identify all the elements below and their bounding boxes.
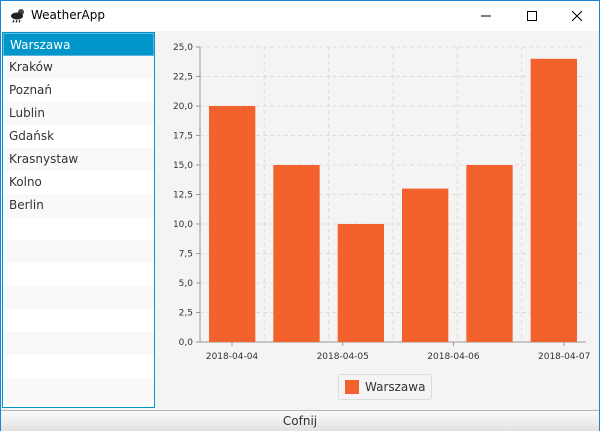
legend-label: Warszawa bbox=[365, 380, 426, 394]
y-tick-label: 25,0 bbox=[173, 43, 193, 53]
legend-swatch bbox=[345, 380, 359, 394]
empty-list-row bbox=[3, 309, 154, 332]
y-tick-label: 17,5 bbox=[173, 132, 193, 142]
maximize-button[interactable] bbox=[509, 1, 554, 31]
y-tick-label: 2,5 bbox=[179, 309, 193, 319]
y-tick-label: 15,0 bbox=[173, 161, 193, 171]
city-list-item[interactable]: Berlin bbox=[3, 194, 154, 217]
empty-list-row bbox=[3, 217, 154, 240]
title-bar: WeatherApp bbox=[1, 1, 599, 31]
temperature-chart: 0,0 2,5 5,0 7,5 10,0 12,5 15,0 17,5 20,0 22,5 25,0… bbox=[156, 32, 599, 408]
bar bbox=[402, 188, 449, 342]
city-list-item[interactable]: Kolno bbox=[9, 175, 42, 189]
y-tick-label: 20,0 bbox=[173, 102, 193, 112]
empty-list-row bbox=[3, 240, 154, 263]
city-list-item[interactable]: Kraków bbox=[3, 56, 154, 79]
city-list-item[interactable]: Krasnystaw bbox=[3, 148, 154, 171]
empty-list-row bbox=[3, 263, 154, 286]
x-tick-label: 2018-04-06 bbox=[427, 352, 480, 362]
x-tick-label: 2018-04-05 bbox=[317, 352, 369, 362]
minimize-button[interactable] bbox=[463, 1, 508, 31]
empty-list-row bbox=[3, 286, 154, 309]
x-tick-label: 2018-04-07 bbox=[538, 352, 590, 362]
empty-list-row bbox=[3, 355, 154, 378]
bar bbox=[530, 58, 577, 343]
chart-legend: Warszawa bbox=[338, 374, 433, 400]
bar bbox=[466, 165, 513, 342]
close-icon bbox=[571, 11, 582, 21]
y-tick-label: 7,5 bbox=[179, 250, 193, 260]
cloud-sun-rain-icon bbox=[11, 9, 24, 23]
y-tick-label: 12,5 bbox=[173, 191, 193, 201]
y-tick-label: 0,0 bbox=[179, 338, 194, 348]
window-title: WeatherApp bbox=[31, 8, 105, 22]
city-list-item[interactable]: Lublin bbox=[3, 102, 154, 125]
minimize-icon bbox=[480, 15, 491, 17]
maximize-icon bbox=[526, 11, 537, 21]
bar-chart: 0,0 2,5 5,0 7,5 10,0 12,5 15,0 17,5 20,0 22,5 25,0… bbox=[173, 43, 590, 362]
city-list-item[interactable]: Poznań bbox=[9, 83, 53, 97]
empty-list-row bbox=[3, 332, 154, 355]
y-tick-label: 22,5 bbox=[173, 73, 193, 83]
city-list[interactable]: Warszawa Kraków Poznań Lublin Gdańsk Krasnyst… bbox=[2, 32, 155, 408]
back-button[interactable]: Cofnij bbox=[1, 410, 599, 431]
x-tick-label: 2018-04-04 bbox=[206, 352, 259, 362]
y-tick-label: 10,0 bbox=[173, 220, 193, 230]
city-list-item[interactable]: Gdańsk bbox=[9, 129, 55, 143]
y-tick-label: 5,0 bbox=[179, 279, 194, 289]
bar bbox=[273, 165, 320, 342]
empty-list-row bbox=[3, 378, 154, 401]
close-button[interactable] bbox=[554, 1, 599, 31]
bar bbox=[209, 106, 256, 342]
bar bbox=[337, 224, 384, 342]
city-list-item[interactable]: Warszawa bbox=[3, 33, 154, 56]
